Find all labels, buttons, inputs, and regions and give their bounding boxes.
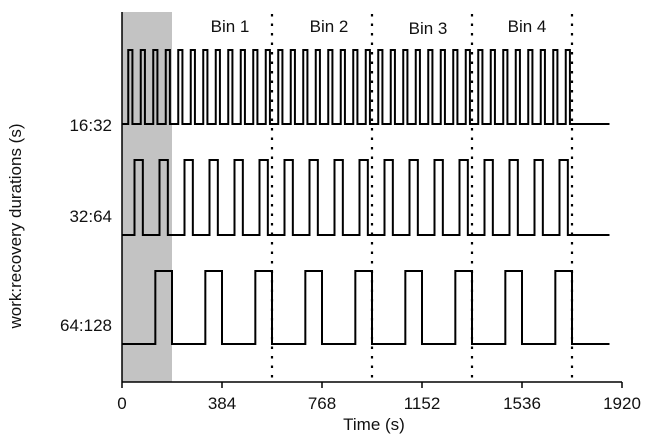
x-tick-label-3: 1152 [404,394,441,413]
row-label-16-32: 16:32 [69,116,112,135]
bin-label-1: Bin 1 [211,17,250,36]
signal-trace-3 [122,270,610,345]
x-tick-label-4: 1536 [503,394,541,413]
warmup-shaded-region [122,12,172,382]
x-tick-label-2: 768 [308,394,336,413]
row-label-32-64: 32:64 [69,207,112,226]
x-tick-label-1: 384 [208,394,236,413]
y-axis-label: work:recovery durations (s) [6,123,25,329]
x-tick-label-0: 0 [117,394,126,413]
signal-trace-1 [122,49,610,125]
x-tick-label-5: 1920 [603,394,641,413]
bin-label-3: Bin 3 [409,19,448,38]
x-axis-label: Time (s) [343,415,405,434]
signal-trace-2 [122,159,610,236]
x-axis-ticks: 0 384 768 1152 1536 1920 [117,382,641,413]
row-label-64-128: 64:128 [60,316,112,335]
signal-traces [122,49,610,345]
bin-label-4: Bin 4 [508,17,547,36]
bin-label-2: Bin 2 [310,17,349,36]
